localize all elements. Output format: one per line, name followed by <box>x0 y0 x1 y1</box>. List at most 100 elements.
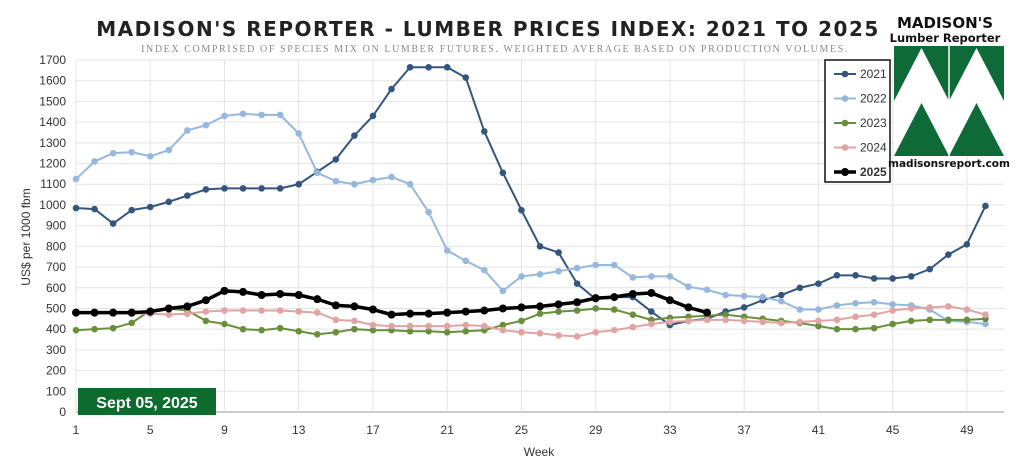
data-point-2021 <box>276 185 284 192</box>
data-point-2025 <box>536 302 544 311</box>
data-point-2021 <box>852 272 859 279</box>
data-point-2021 <box>295 180 303 188</box>
data-point-2025 <box>480 306 489 315</box>
data-point-2022 <box>388 173 395 181</box>
data-point-2021 <box>833 272 841 279</box>
data-point-2023 <box>592 305 599 312</box>
data-point-2023 <box>722 311 729 318</box>
data-point-2021 <box>518 206 525 214</box>
data-point-2022 <box>536 271 544 278</box>
legend: 2021 2022 2023 2024 2025 <box>824 59 891 183</box>
x-axis-title: Week <box>524 445 555 459</box>
date-badge: Sept 05, 2025 <box>78 388 216 415</box>
data-point-2021 <box>425 63 432 71</box>
x-tick-label: 29 <box>589 423 603 437</box>
series-layer <box>72 63 989 340</box>
data-point-2022 <box>481 266 488 274</box>
y-tick-label: 200 <box>46 364 66 378</box>
data-point-2023 <box>313 331 321 338</box>
data-point-2022 <box>128 148 135 156</box>
series-2022 <box>72 110 989 328</box>
data-point-2023 <box>425 327 432 335</box>
data-point-2023 <box>221 320 228 328</box>
data-point-2021 <box>258 185 265 192</box>
legend-label: 2024 <box>860 141 887 155</box>
legend-swatch-marker <box>841 144 849 151</box>
data-point-2024 <box>926 304 934 311</box>
data-point-2024 <box>165 311 173 318</box>
x-tick-label: 41 <box>812 423 826 437</box>
data-point-2021 <box>740 304 748 311</box>
data-point-2022 <box>555 267 562 275</box>
data-point-2021 <box>481 128 488 135</box>
madisons-logo: MADISON'S Lumber Reporter madisonsreport… <box>888 14 1010 170</box>
logo-line1: MADISON'S <box>897 14 993 32</box>
data-point-2022 <box>629 274 637 281</box>
x-tick-label: 45 <box>886 423 900 437</box>
data-point-2021 <box>907 273 915 280</box>
data-point-2023 <box>852 325 859 333</box>
data-point-2024 <box>982 311 989 318</box>
data-point-2021 <box>72 204 80 212</box>
data-point-2025 <box>331 301 340 310</box>
data-point-2022 <box>852 299 859 307</box>
data-point-2024 <box>833 316 841 324</box>
legend-box <box>824 59 891 183</box>
y-tick-label: 600 <box>46 281 66 295</box>
data-point-2021 <box>945 251 952 258</box>
data-point-2024 <box>592 328 599 336</box>
x-tick-label: 9 <box>221 423 228 437</box>
data-point-2024 <box>759 318 767 326</box>
data-point-2024 <box>777 319 785 327</box>
data-point-2022 <box>573 264 581 272</box>
data-point-2022 <box>870 298 878 306</box>
data-point-2025 <box>665 296 674 305</box>
data-point-2021 <box>870 275 878 282</box>
data-point-2025 <box>368 305 377 314</box>
data-point-2022 <box>332 177 340 185</box>
data-point-2021 <box>165 198 173 206</box>
data-point-2022 <box>221 112 228 120</box>
data-point-2023 <box>536 310 544 317</box>
data-point-2024 <box>258 307 265 314</box>
x-tick-label: 37 <box>737 423 751 437</box>
data-point-2022 <box>759 293 767 301</box>
data-point-2023 <box>610 306 618 313</box>
data-point-2022 <box>462 257 470 265</box>
data-point-2025 <box>647 288 656 297</box>
date-badge-label: Sept 05, 2025 <box>96 395 198 412</box>
data-point-2023 <box>926 316 934 324</box>
data-point-2022 <box>740 292 748 300</box>
data-point-2024 <box>425 322 432 330</box>
data-point-2024 <box>629 323 637 331</box>
data-point-2023 <box>963 316 971 324</box>
data-point-2022 <box>982 320 989 328</box>
data-point-2021 <box>388 85 395 93</box>
data-point-2025 <box>498 304 507 313</box>
y-tick-label: 1300 <box>39 136 66 150</box>
data-point-2023 <box>91 325 98 333</box>
y-tick-label: 0 <box>59 405 66 419</box>
legend-label: 2023 <box>860 116 887 130</box>
data-point-2021 <box>815 280 822 287</box>
data-point-2021 <box>184 192 191 199</box>
x-tick-label: 1 <box>73 423 80 437</box>
data-point-2022 <box>165 146 173 154</box>
data-point-2022 <box>202 121 210 129</box>
data-point-2024 <box>295 308 303 315</box>
data-point-2024 <box>815 317 822 325</box>
data-point-2021 <box>351 132 358 139</box>
data-point-2021 <box>146 203 154 211</box>
logo-line2: Lumber Reporter <box>890 31 1001 45</box>
y-tick-label: 100 <box>46 384 66 398</box>
data-point-2024 <box>369 321 377 329</box>
data-point-2021 <box>499 169 507 177</box>
data-point-2023 <box>258 326 265 334</box>
y-tick-label: 1500 <box>39 94 66 108</box>
data-point-2025 <box>220 286 229 295</box>
data-point-2024 <box>184 310 191 317</box>
y-tick-label: 1600 <box>39 74 66 88</box>
data-point-2024 <box>462 321 470 329</box>
data-point-2025 <box>201 296 210 305</box>
